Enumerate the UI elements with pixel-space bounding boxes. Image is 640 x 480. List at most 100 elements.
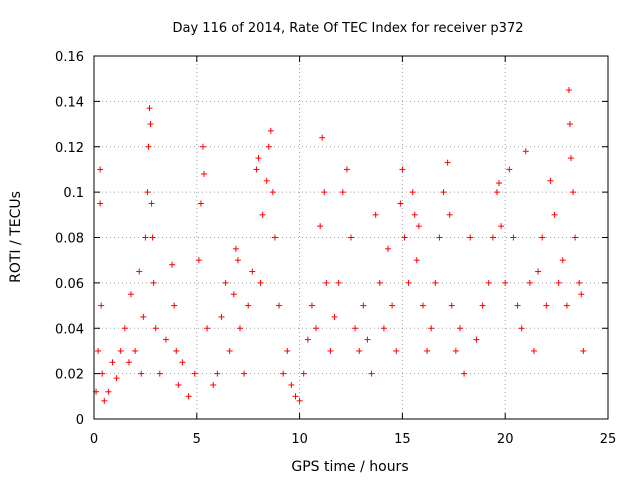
data-point [393, 347, 400, 354]
data-point [105, 388, 112, 395]
data-point [496, 180, 503, 187]
data-point [570, 189, 577, 196]
data-point [313, 325, 320, 332]
data-point [493, 189, 500, 196]
data-point [323, 279, 330, 286]
x-tick-label: 15 [394, 432, 411, 447]
data-point [444, 159, 451, 166]
data-point [144, 189, 151, 196]
data-point [146, 105, 153, 112]
data-point [257, 279, 264, 286]
data-point [191, 370, 198, 377]
data-point [547, 177, 554, 184]
data-point [380, 325, 387, 332]
data-point [218, 313, 225, 320]
data-points [93, 87, 587, 404]
data-point [401, 234, 408, 241]
data-point [288, 381, 295, 388]
data-point [415, 223, 422, 230]
data-point [506, 166, 513, 173]
data-point [179, 359, 186, 366]
data-point [389, 302, 396, 309]
data-point [578, 291, 585, 298]
chart-title: Day 116 of 2014, Rate Of TEC Index for r… [173, 21, 524, 36]
data-point [399, 166, 406, 173]
data-point [245, 302, 252, 309]
data-point [222, 279, 229, 286]
data-point [440, 189, 447, 196]
y-tick-label: 0.04 [55, 322, 84, 337]
data-point [498, 223, 505, 230]
data-point [518, 325, 525, 332]
data-point [101, 397, 108, 404]
data-point [113, 375, 120, 382]
data-point [214, 370, 221, 377]
data-point [125, 359, 132, 366]
data-point [128, 291, 135, 298]
data-point [385, 245, 392, 252]
data-point [255, 155, 262, 162]
data-point [162, 336, 169, 343]
data-point [456, 325, 463, 332]
data-point [200, 170, 207, 177]
data-point [327, 347, 334, 354]
data-point [195, 257, 202, 264]
data-point [232, 245, 239, 252]
data-point [535, 268, 542, 275]
data-point [321, 189, 328, 196]
data-point [409, 189, 416, 196]
data-point [356, 347, 363, 354]
data-point [565, 87, 572, 94]
data-point [555, 279, 562, 286]
data-point [510, 234, 517, 241]
data-point [566, 121, 573, 128]
data-point [352, 325, 359, 332]
x-axis-label: GPS time / hours [291, 459, 408, 475]
data-point [234, 257, 241, 264]
data-point [175, 381, 182, 388]
data-point [397, 200, 404, 207]
data-point [226, 347, 233, 354]
data-point [539, 234, 546, 241]
data-point [413, 257, 420, 264]
data-point [292, 393, 299, 400]
data-point [304, 336, 311, 343]
data-point [269, 189, 276, 196]
data-point [514, 302, 521, 309]
data-point [368, 370, 375, 377]
data-point [173, 347, 180, 354]
data-point [296, 397, 303, 404]
data-point [424, 347, 431, 354]
x-tick-label: 5 [193, 432, 201, 447]
data-point [428, 325, 435, 332]
data-point [452, 347, 459, 354]
data-point [142, 234, 149, 241]
data-point [98, 302, 105, 309]
data-point [530, 347, 537, 354]
data-point [446, 211, 453, 218]
data-point [132, 347, 139, 354]
x-tick-label: 10 [291, 432, 308, 447]
data-point [364, 336, 371, 343]
data-point [276, 302, 283, 309]
data-point [109, 359, 116, 366]
data-point [156, 370, 163, 377]
y-tick-label: 0 [76, 413, 84, 428]
data-point [267, 127, 274, 134]
data-point [559, 257, 566, 264]
data-point [95, 347, 102, 354]
data-point [317, 223, 324, 230]
data-point [97, 200, 104, 207]
data-point [576, 279, 583, 286]
data-point [236, 325, 243, 332]
data-point [145, 143, 152, 150]
data-point [580, 347, 587, 354]
data-point [199, 143, 206, 150]
data-point [204, 325, 211, 332]
data-point [372, 211, 379, 218]
data-point [522, 148, 529, 155]
data-point [117, 347, 124, 354]
data-point [432, 279, 439, 286]
data-point [97, 166, 104, 173]
data-point [467, 234, 474, 241]
